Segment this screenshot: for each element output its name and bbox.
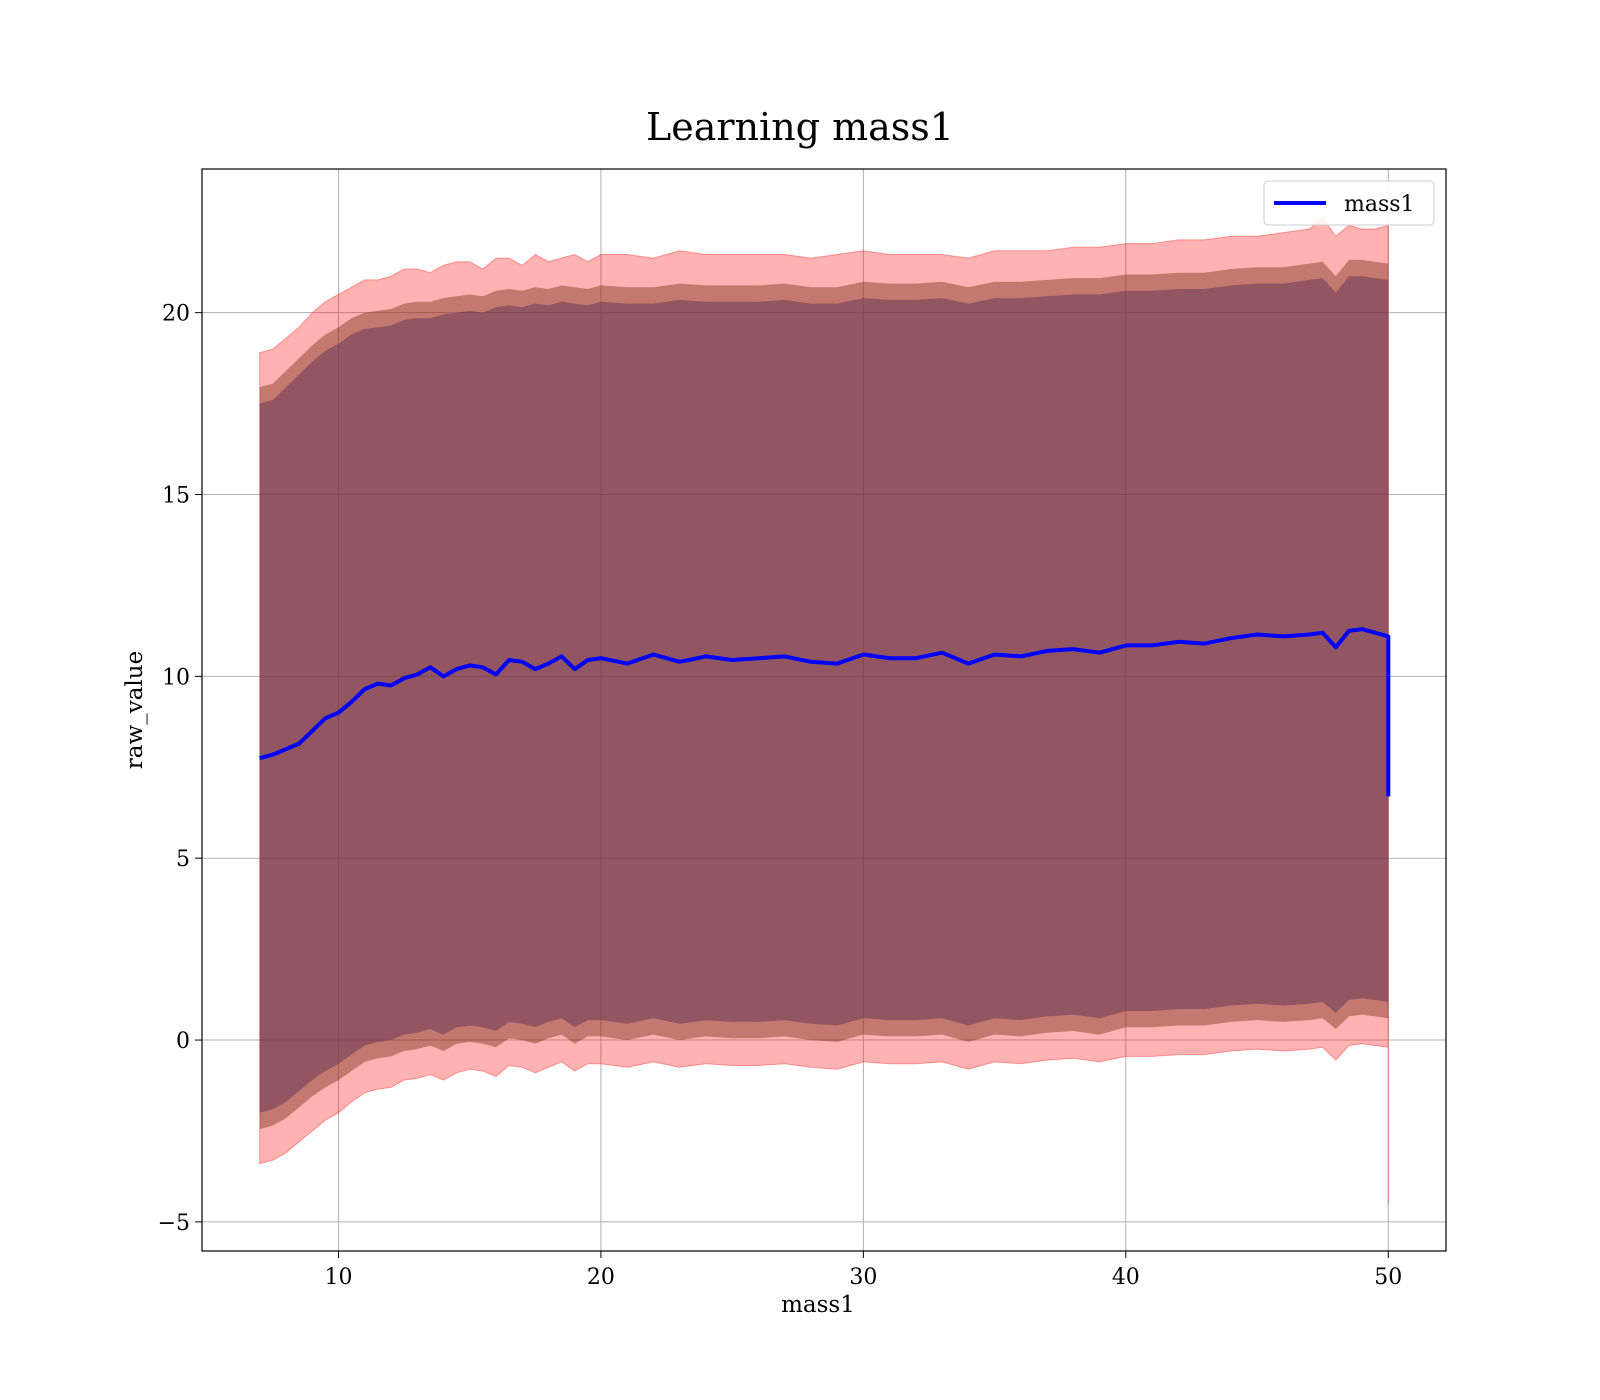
legend: mass1	[1263, 180, 1435, 226]
plot-frame	[201, 168, 1447, 1252]
x-tick-label: 50	[1374, 1265, 1402, 1290]
chart-title: Learning mass1	[646, 105, 954, 149]
legend-box	[1263, 180, 1435, 226]
y-tick-label: 20	[162, 302, 190, 327]
x-tick-label: 10	[324, 1265, 352, 1290]
series-line-mass1	[259, 627, 1391, 797]
y-tick-label: 10	[162, 665, 190, 690]
lines	[259, 627, 1391, 797]
x-axis-ticks: 10 20 30 40 50	[324, 1251, 1402, 1290]
bands	[259, 217, 1389, 1204]
y-tick-label: 15	[162, 484, 190, 509]
confidence-band-inner	[259, 276, 1389, 1113]
x-axis-label: mass1	[781, 1292, 855, 1318]
x-tick-label: 20	[587, 1265, 615, 1290]
y-axis-ticks: −5 0 5 10 15 20	[158, 302, 202, 1236]
y-tick-label: −5	[158, 1211, 190, 1236]
y-tick-label: 0	[176, 1029, 190, 1054]
x-tick-label: 30	[849, 1265, 877, 1290]
y-tick-label: 5	[176, 847, 190, 872]
y-axis-label: raw_value	[122, 651, 148, 769]
x-tick-label: 40	[1112, 1265, 1140, 1290]
legend-label: mass1	[1344, 192, 1415, 217]
